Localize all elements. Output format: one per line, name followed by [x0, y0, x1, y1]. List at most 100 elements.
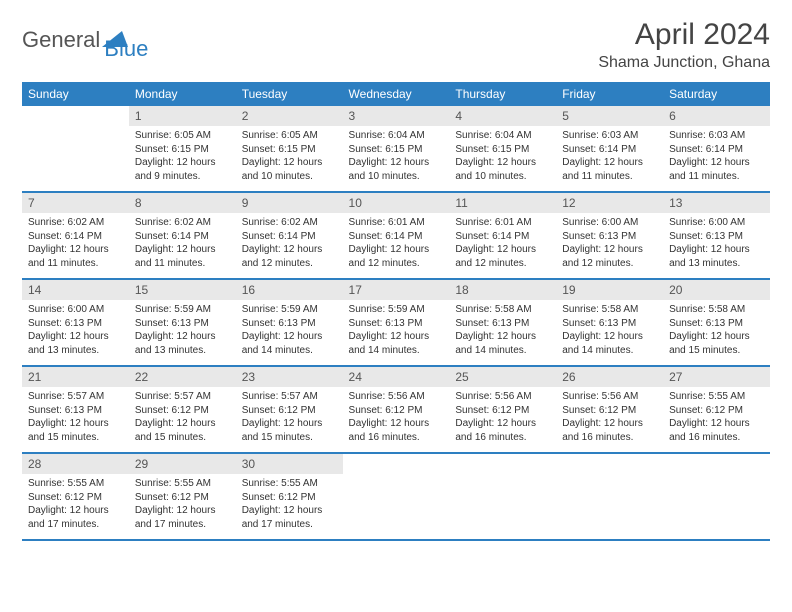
- sunset-line: Sunset: 6:13 PM: [669, 231, 743, 242]
- daylight-line: Daylight: 12 hours and 12 minutes.: [562, 244, 643, 269]
- calendar-body: 1Sunrise: 6:05 AMSunset: 6:15 PMDaylight…: [22, 106, 770, 540]
- calendar-day-cell: 13Sunrise: 6:00 AMSunset: 6:13 PMDayligh…: [663, 192, 770, 279]
- day-details: Sunrise: 5:55 AMSunset: 6:12 PMDaylight:…: [129, 474, 236, 539]
- day-details: Sunrise: 5:58 AMSunset: 6:13 PMDaylight:…: [449, 300, 556, 365]
- sunset-line: Sunset: 6:15 PM: [349, 144, 423, 155]
- calendar-day-cell: 1Sunrise: 6:05 AMSunset: 6:15 PMDaylight…: [129, 106, 236, 192]
- logo-text-blue: Blue: [104, 36, 148, 62]
- logo-text-general: General: [22, 27, 100, 53]
- daylight-line: Daylight: 12 hours and 16 minutes.: [455, 418, 536, 443]
- calendar-week-row: 21Sunrise: 5:57 AMSunset: 6:13 PMDayligh…: [22, 366, 770, 453]
- daylight-line: Daylight: 12 hours and 16 minutes.: [562, 418, 643, 443]
- sunrise-line: Sunrise: 5:59 AM: [135, 304, 211, 315]
- sunset-line: Sunset: 6:14 PM: [28, 231, 102, 242]
- day-details: Sunrise: 5:59 AMSunset: 6:13 PMDaylight:…: [236, 300, 343, 365]
- sunset-line: Sunset: 6:13 PM: [562, 318, 636, 329]
- sunset-line: Sunset: 6:14 PM: [349, 231, 423, 242]
- daylight-line: Daylight: 12 hours and 16 minutes.: [349, 418, 430, 443]
- sunrise-line: Sunrise: 6:03 AM: [669, 130, 745, 141]
- day-details: [22, 112, 129, 175]
- calendar-page: General Blue April 2024 Shama Junction, …: [0, 0, 792, 559]
- daylight-line: Daylight: 12 hours and 14 minutes.: [455, 331, 536, 356]
- sunrise-line: Sunrise: 5:59 AM: [242, 304, 318, 315]
- daylight-line: Daylight: 12 hours and 11 minutes.: [135, 244, 216, 269]
- calendar-day-cell: 16Sunrise: 5:59 AMSunset: 6:13 PMDayligh…: [236, 279, 343, 366]
- sunrise-line: Sunrise: 6:00 AM: [562, 217, 638, 228]
- sunset-line: Sunset: 6:13 PM: [28, 318, 102, 329]
- calendar-week-row: 7 Sunrise: 6:02 AM Sunset: 6:14 PM Daylight…: [22, 192, 770, 279]
- daylight-line: Daylight: 12 hours and 14 minutes.: [562, 331, 643, 356]
- sunrise-line: Sunrise: 5:55 AM: [242, 478, 318, 489]
- sunrise-line: Sunrise: 6:02 AM: [28, 217, 104, 228]
- day-details: Sunrise: 5:56 AMSunset: 6:12 PMDaylight:…: [343, 387, 450, 452]
- sunset-line: Sunset: 6:12 PM: [28, 492, 102, 503]
- calendar-day-cell: 18Sunrise: 5:58 AMSunset: 6:13 PMDayligh…: [449, 279, 556, 366]
- sunrise-line: Sunrise: 5:57 AM: [242, 391, 318, 402]
- sunset-line: Sunset: 6:15 PM: [135, 144, 209, 155]
- day-details: Sunrise: 6:04 AMSunset: 6:15 PMDaylight:…: [343, 126, 450, 191]
- day-number: 28: [22, 454, 129, 474]
- day-details: Sunrise: 6:01 AMSunset: 6:14 PMDaylight:…: [449, 213, 556, 278]
- day-number: 6: [663, 106, 770, 126]
- day-number: 20: [663, 280, 770, 300]
- sunrise-line: Sunrise: 5:56 AM: [349, 391, 425, 402]
- day-number: 25: [449, 367, 556, 387]
- day-number: 27: [663, 367, 770, 387]
- sunrise-line: Sunrise: 6:01 AM: [455, 217, 531, 228]
- day-number: 22: [129, 367, 236, 387]
- calendar-day-cell: 24Sunrise: 5:56 AMSunset: 6:12 PMDayligh…: [343, 366, 450, 453]
- sunrise-line: Sunrise: 6:05 AM: [242, 130, 318, 141]
- day-details: Sunrise: 6:05 AMSunset: 6:15 PMDaylight:…: [129, 126, 236, 191]
- sunrise-line: Sunrise: 5:56 AM: [455, 391, 531, 402]
- day-details: Sunrise: 5:57 AMSunset: 6:12 PMDaylight:…: [236, 387, 343, 452]
- calendar-day-cell: 10Sunrise: 6:01 AMSunset: 6:14 PMDayligh…: [343, 192, 450, 279]
- daylight-line: Daylight: 12 hours and 16 minutes.: [669, 418, 750, 443]
- day-number: 19: [556, 280, 663, 300]
- day-number: 9: [236, 193, 343, 213]
- sunset-line: Sunset: 6:13 PM: [135, 318, 209, 329]
- daylight-line: Daylight: 12 hours and 13 minutes.: [135, 331, 216, 356]
- day-number: 17: [343, 280, 450, 300]
- day-details: Sunrise: 5:59 AM Sunset: 6:13 PM Daylight:…: [129, 300, 236, 365]
- sunset-line: Sunset: 6:13 PM: [349, 318, 423, 329]
- day-number: 21: [22, 367, 129, 387]
- calendar-day-cell: 22Sunrise: 5:57 AMSunset: 6:12 PMDayligh…: [129, 366, 236, 453]
- day-details: Sunrise: 5:56 AMSunset: 6:12 PMDaylight:…: [556, 387, 663, 452]
- sunrise-line: Sunrise: 5:58 AM: [669, 304, 745, 315]
- daylight-line: Daylight: 12 hours and 12 minutes.: [349, 244, 430, 269]
- sunset-line: Sunset: 6:15 PM: [242, 144, 316, 155]
- day-number: 5: [556, 106, 663, 126]
- calendar-day-cell: 12Sunrise: 6:00 AMSunset: 6:13 PMDayligh…: [556, 192, 663, 279]
- sunrise-line: Sunrise: 6:03 AM: [562, 130, 638, 141]
- calendar-day-cell: [343, 453, 450, 540]
- sunrise-line: Sunrise: 5:58 AM: [455, 304, 531, 315]
- day-details: Sunrise: 5:58 AM Sunset: 6:13 PM Daylight:…: [556, 300, 663, 365]
- calendar-day-cell: 28Sunrise: 5:55 AMSunset: 6:12 PMDayligh…: [22, 453, 129, 540]
- day-details: Sunrise: 5:57 AMSunset: 6:13 PMDaylight:…: [22, 387, 129, 452]
- sunrise-line: Sunrise: 5:55 AM: [135, 478, 211, 489]
- sunrise-line: Sunrise: 5:56 AM: [562, 391, 638, 402]
- day-number: 15: [129, 280, 236, 300]
- day-number: 26: [556, 367, 663, 387]
- day-number: 29: [129, 454, 236, 474]
- month-title: April 2024: [598, 18, 770, 52]
- sunset-line: Sunset: 6:12 PM: [242, 492, 316, 503]
- calendar-week-row: 1Sunrise: 6:05 AMSunset: 6:15 PMDaylight…: [22, 106, 770, 192]
- daylight-line: Daylight: 12 hours and 17 minutes.: [28, 505, 109, 530]
- daylight-line: Daylight: 12 hours and 10 minutes.: [242, 157, 323, 182]
- day-details: Sunrise: 6:05 AM Sunset: 6:15 PM Daylight:…: [236, 126, 343, 191]
- weekday-header: Monday: [129, 82, 236, 106]
- daylight-line: Daylight: 12 hours and 12 minutes.: [455, 244, 536, 269]
- sunset-line: Sunset: 6:15 PM: [455, 144, 529, 155]
- calendar-day-cell: [663, 453, 770, 540]
- day-details: Sunrise: 5:55 AMSunset: 6:12 PMDaylight:…: [236, 474, 343, 539]
- sunrise-line: Sunrise: 6:04 AM: [349, 130, 425, 141]
- daylight-line: Daylight: 12 hours and 14 minutes.: [349, 331, 430, 356]
- day-number: 11: [449, 193, 556, 213]
- day-number: 24: [343, 367, 450, 387]
- sunset-line: Sunset: 6:12 PM: [135, 492, 209, 503]
- day-number: 14: [22, 280, 129, 300]
- sunrise-line: Sunrise: 6:01 AM: [349, 217, 425, 228]
- sunrise-line: Sunrise: 5:58 AM: [562, 304, 638, 315]
- day-number: 7: [22, 193, 129, 213]
